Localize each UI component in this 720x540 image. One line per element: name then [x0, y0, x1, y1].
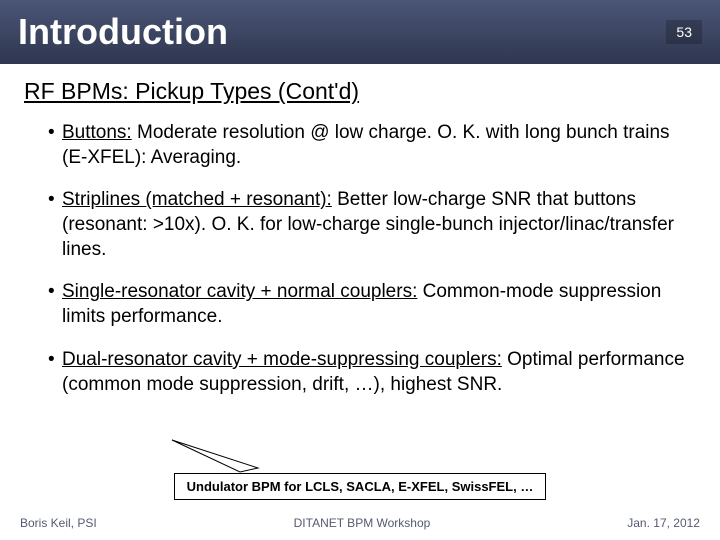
- bullet-item: Single-resonator cavity + normal coupler…: [48, 280, 696, 329]
- slide-number: 53: [666, 20, 702, 44]
- bullet-body: Moderate resolution @ low charge. O. K. …: [62, 122, 670, 168]
- bullet-item: Dual-resonator cavity + mode-suppressing…: [48, 348, 696, 397]
- footer-date: Jan. 17, 2012: [627, 516, 700, 530]
- bullet-prefix: Dual-resonator cavity + mode-suppressing…: [62, 349, 502, 370]
- bullet-prefix: Single-resonator cavity + normal coupler…: [62, 281, 417, 302]
- slide-footer: Boris Keil, PSI DITANET BPM Workshop Jan…: [0, 516, 720, 530]
- footer-author: Boris Keil, PSI: [20, 516, 97, 530]
- slide-header: Introduction 53: [0, 0, 720, 64]
- section-subtitle: RF BPMs: Pickup Types (Cont'd): [24, 78, 696, 105]
- slide-title: Introduction: [18, 11, 228, 53]
- bullet-item: Buttons: Moderate resolution @ low charg…: [48, 121, 696, 170]
- bullet-list: Buttons: Moderate resolution @ low charg…: [24, 121, 696, 397]
- bullet-prefix: Buttons:: [62, 122, 132, 143]
- slide-content: RF BPMs: Pickup Types (Cont'd) Buttons: …: [0, 64, 720, 397]
- bullet-item: Striplines (matched + resonant): Better …: [48, 188, 696, 262]
- footer-event: DITANET BPM Workshop: [294, 516, 431, 530]
- callout-container: Undulator BPM for LCLS, SACLA, E-XFEL, S…: [0, 473, 720, 500]
- callout-box: Undulator BPM for LCLS, SACLA, E-XFEL, S…: [174, 473, 547, 500]
- bullet-prefix: Striplines (matched + resonant):: [62, 189, 332, 210]
- callout-pointer-icon: [170, 438, 260, 474]
